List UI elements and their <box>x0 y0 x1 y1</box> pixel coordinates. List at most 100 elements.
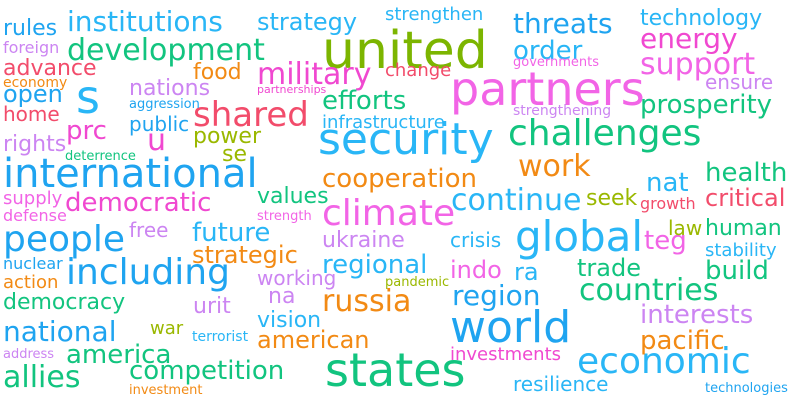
word-shared: shared <box>193 95 309 135</box>
word-partnerships: partnerships <box>257 83 327 96</box>
word-crisis: crisis <box>450 228 502 252</box>
word-energy: energy <box>640 22 738 55</box>
word-build: build <box>705 256 769 286</box>
word-resilience: resilience <box>513 372 609 396</box>
word-development: development <box>67 33 265 68</box>
word-rights: rights <box>3 132 67 157</box>
word-strategic: strategic <box>192 241 298 269</box>
word-war: war <box>150 318 184 339</box>
word-ensure: ensure <box>705 70 774 94</box>
word-human: human <box>705 216 782 241</box>
word-including: including <box>66 252 230 293</box>
word-institutions: institutions <box>67 5 223 38</box>
word-strengthen: strengthen <box>385 4 484 25</box>
word-economic: economic <box>577 341 751 382</box>
word-open: open <box>3 80 63 108</box>
word-trade: trade <box>577 254 641 282</box>
word-na: na <box>268 284 296 309</box>
word-democracy: democracy <box>3 290 126 315</box>
word-nat: nat <box>646 168 689 198</box>
word-challenges: challenges <box>508 113 702 154</box>
word-united: united <box>322 21 488 81</box>
word-region: region <box>452 279 541 312</box>
word-governments: governments <box>513 55 600 70</box>
word-power: power <box>193 124 261 149</box>
word-pandemic: pandemic <box>385 275 450 290</box>
word-interests: interests <box>640 300 754 330</box>
word-deterrence: deterrence <box>65 149 136 164</box>
word-nations: nations <box>129 76 211 101</box>
word-allies: allies <box>3 360 81 395</box>
word-global: global <box>515 212 644 261</box>
word-urit: urit <box>193 294 231 319</box>
word-advance: advance <box>3 56 97 81</box>
word-prc: prc <box>66 116 107 146</box>
word-people: people <box>3 219 126 260</box>
word-world: world <box>450 302 572 353</box>
word-nuclear: nuclear <box>3 254 63 273</box>
word-countries: countries <box>579 273 719 308</box>
word-partners: partners <box>450 62 645 116</box>
word-security: security <box>318 114 494 165</box>
word-health: health <box>705 158 788 188</box>
word-efforts: efforts <box>322 86 407 116</box>
word-critical: critical <box>705 184 786 212</box>
word-se: se <box>222 142 247 167</box>
word-values: values <box>257 184 329 209</box>
word-russia: russia <box>322 284 412 319</box>
word-support: support <box>640 47 756 82</box>
word-investment: investment <box>129 383 203 398</box>
word-order: order <box>513 36 583 66</box>
word-america: america <box>66 340 172 370</box>
word-working: working <box>257 266 337 290</box>
word-states: states <box>325 343 466 397</box>
word-stability: stability <box>705 240 777 261</box>
word-vision: vision <box>257 308 322 333</box>
word-american: american <box>257 326 370 354</box>
word-law: law <box>668 216 703 240</box>
word-economy: economy <box>3 75 68 91</box>
word-foreign: foreign <box>3 38 60 57</box>
word-strengthening: strengthening <box>513 103 612 119</box>
word-supply: supply <box>3 188 63 209</box>
word-ukraine: ukraine <box>322 228 405 253</box>
word-military: military <box>257 57 372 92</box>
word-free: free <box>129 218 169 242</box>
word-food: food <box>193 60 242 85</box>
word-address: address <box>3 347 55 362</box>
word-pacific: pacific <box>640 326 725 356</box>
word-teg: teg <box>644 226 687 256</box>
word-cooperation: cooperation <box>322 164 478 194</box>
word-threats: threats <box>513 7 613 40</box>
word-indo: indo <box>450 256 502 284</box>
word-national: national <box>3 315 117 348</box>
word-aggression: aggression <box>129 97 200 112</box>
word-technologies: technologies <box>705 381 788 396</box>
word-growth: growth <box>640 194 696 213</box>
word-change: change <box>385 60 452 81</box>
word-seek: seek <box>586 186 638 211</box>
word-infrastructure: infrastructure <box>322 112 445 133</box>
word-prosperity: prosperity <box>640 90 773 120</box>
word-strength: strength <box>257 209 312 224</box>
word-climate: climate <box>322 193 456 234</box>
word-terrorist: terrorist <box>192 329 249 345</box>
word-s: s <box>76 70 100 124</box>
word-regional: regional <box>322 250 428 280</box>
word-technology: technology <box>640 6 763 31</box>
word-strategy: strategy <box>257 8 358 36</box>
word-home: home <box>3 102 60 126</box>
word-rules: rules <box>3 16 58 41</box>
word-democratic: democratic <box>65 188 212 218</box>
word-defense: defense <box>3 206 67 225</box>
word-work: work <box>518 149 591 184</box>
word-public: public <box>129 112 190 136</box>
word-continue: continue <box>451 183 582 218</box>
word-u: u <box>147 123 167 158</box>
word-future: future <box>192 218 271 248</box>
word-action: action <box>3 272 59 293</box>
word-international: international <box>3 151 258 197</box>
word-ra: ra <box>514 258 539 286</box>
word-competition: competition <box>129 356 285 386</box>
